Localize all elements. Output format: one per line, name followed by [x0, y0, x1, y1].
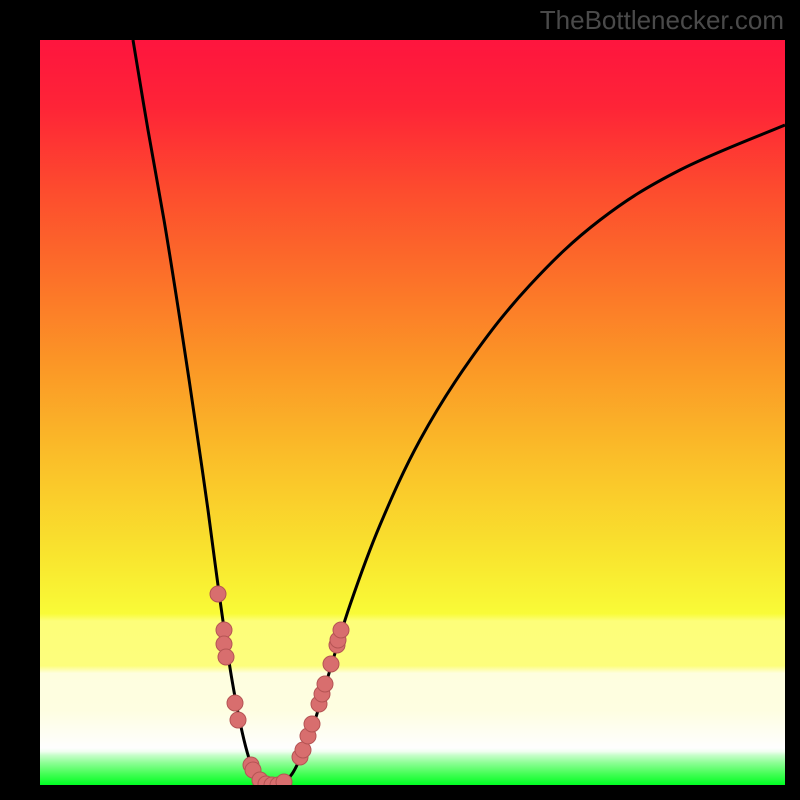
data-point	[230, 712, 246, 728]
data-point	[333, 622, 349, 638]
data-point-group	[210, 586, 349, 785]
watermark-text: TheBottlenecker.com	[540, 5, 784, 36]
data-point	[218, 649, 234, 665]
canvas: TheBottlenecker.com	[0, 0, 800, 800]
data-point	[323, 656, 339, 672]
bottleneck-curve-right	[272, 125, 785, 785]
data-point	[210, 586, 226, 602]
data-point	[304, 716, 320, 732]
bottleneck-curve-left	[133, 40, 272, 785]
data-point	[227, 695, 243, 711]
chart-svg	[40, 40, 785, 785]
data-point	[317, 676, 333, 692]
chart-plot-area	[40, 40, 785, 785]
data-point	[276, 774, 292, 785]
